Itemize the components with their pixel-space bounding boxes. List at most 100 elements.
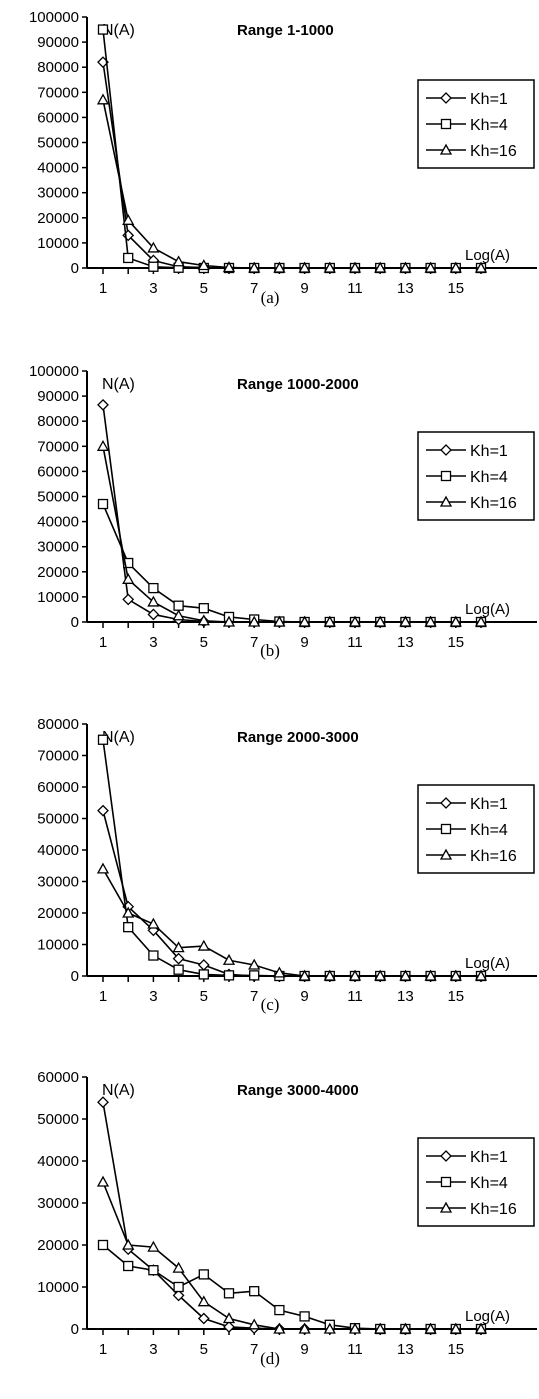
- series-line-triangle: [102, 446, 481, 623]
- data-point-triangle: [374, 615, 387, 627]
- x-tick-label: 11: [347, 634, 363, 651]
- y-tick-label: 20000: [37, 564, 79, 581]
- x-tick-label: 3: [149, 280, 157, 297]
- data-point-triangle: [172, 255, 185, 267]
- x-tick-label: 3: [149, 988, 157, 1005]
- legend-marker-triangle: [439, 143, 453, 155]
- data-point-square: [148, 950, 159, 961]
- data-point-diamond: [122, 593, 135, 606]
- y-tick-label: 0: [71, 968, 79, 985]
- data-point-triangle: [122, 213, 135, 225]
- data-point-square: [123, 557, 134, 569]
- data-point-triangle: [399, 261, 412, 273]
- x-tick-label: 13: [397, 280, 414, 297]
- x-tick-label: 11: [347, 988, 363, 1005]
- data-point-square: [223, 1288, 235, 1299]
- y-tick-label: 60000: [37, 779, 79, 796]
- data-point-triangle: [474, 615, 488, 627]
- data-point-triangle: [96, 93, 110, 105]
- data-point-triangle: [449, 615, 462, 627]
- legend: Kh=1 Kh=4 Kh=16: [417, 431, 535, 521]
- panel-caption: (d): [260, 1349, 280, 1368]
- data-point-triangle: [273, 966, 286, 978]
- data-point-triangle: [449, 1322, 462, 1334]
- x-tick-label: 11: [347, 280, 363, 297]
- data-point-triangle: [399, 969, 412, 981]
- legend-label: Kh=16: [470, 495, 517, 512]
- data-point-triangle: [298, 261, 311, 273]
- y-tick-label: 40000: [37, 160, 79, 177]
- data-point-triangle: [348, 1322, 362, 1334]
- x-tick-label: 9: [300, 634, 308, 651]
- data-point-triangle: [197, 259, 210, 271]
- data-point-triangle: [147, 595, 160, 607]
- x-tick-label: 5: [200, 634, 208, 651]
- y-tick-label: 90000: [37, 34, 79, 51]
- data-point-triangle: [248, 958, 261, 970]
- data-point-square: [249, 970, 260, 981]
- x-tick-label: 11: [347, 1341, 363, 1358]
- data-point-triangle: [172, 609, 185, 621]
- legend-marker-square: [440, 823, 452, 835]
- y-tick-label: 50000: [37, 489, 79, 506]
- data-point-triangle: [374, 261, 387, 273]
- legend-marker-triangle: [439, 848, 453, 860]
- y-axis-label: N(A): [102, 729, 135, 746]
- data-point-triangle: [399, 1322, 412, 1334]
- y-tick-label: 40000: [37, 1153, 79, 1170]
- y-tick-label: 10000: [37, 937, 79, 954]
- x-tick-label: 5: [200, 988, 208, 1005]
- data-point-triangle: [122, 572, 135, 584]
- x-tick-label: 1: [99, 634, 107, 651]
- data-point-triangle: [172, 941, 185, 953]
- y-tick-label: 10000: [37, 589, 79, 606]
- data-point-triangle: [348, 969, 362, 981]
- x-tick-label: 9: [300, 988, 308, 1005]
- data-point-square: [97, 734, 109, 745]
- data-point-square: [97, 24, 109, 35]
- data-point-triangle: [222, 953, 236, 965]
- data-point-square: [173, 964, 184, 975]
- y-tick-label: 60000: [37, 109, 79, 126]
- y-tick-label: 30000: [37, 185, 79, 202]
- legend-label: Kh=1: [470, 1149, 508, 1166]
- legend-marker-square: [440, 1176, 452, 1188]
- data-point-diamond: [97, 398, 109, 411]
- y-tick-label: 20000: [37, 210, 79, 227]
- data-point-triangle: [323, 1322, 336, 1334]
- data-point-triangle: [298, 1322, 311, 1334]
- data-point-triangle: [474, 261, 488, 273]
- chart-panel-a: 0 10000 20000 30000 40000 50000 60000 70000 8000…: [29, 9, 537, 307]
- data-point-triangle: [374, 969, 387, 981]
- data-point-square: [123, 922, 134, 933]
- y-tick-label: 40000: [37, 842, 79, 859]
- x-tick-label: 9: [300, 280, 308, 297]
- x-tick-label: 13: [397, 1341, 414, 1358]
- data-point-diamond: [97, 804, 109, 817]
- legend: Kh=1 Kh=4 Kh=16: [417, 79, 535, 169]
- data-point-triangle: [323, 615, 336, 627]
- series-line-triangle: [102, 1181, 481, 1330]
- y-tick-label: 0: [71, 260, 79, 277]
- y-tick-label: 30000: [37, 1195, 79, 1212]
- data-point-triangle: [298, 969, 311, 981]
- legend-marker-diamond: [440, 444, 452, 456]
- x-tick-label: 1: [99, 1341, 107, 1358]
- data-point-diamond: [172, 952, 185, 965]
- panel-caption: (b): [260, 641, 280, 660]
- legend-label: Kh=1: [470, 796, 508, 813]
- y-tick-label: 100000: [29, 9, 79, 26]
- y-tick-label: 30000: [37, 874, 79, 891]
- y-tick-label: 80000: [37, 413, 79, 430]
- data-point-square: [97, 1239, 109, 1251]
- data-point-triangle: [474, 969, 488, 981]
- chart-title: Range 3000-4000: [237, 1082, 359, 1099]
- y-tick-label: 80000: [37, 716, 79, 733]
- data-point-triangle: [248, 615, 261, 627]
- data-point-triangle: [424, 969, 437, 981]
- data-point-square: [148, 261, 159, 272]
- chart-title: Range 1-1000: [237, 22, 334, 39]
- y-tick-label: 0: [71, 614, 79, 631]
- legend-label: Kh=4: [470, 117, 508, 134]
